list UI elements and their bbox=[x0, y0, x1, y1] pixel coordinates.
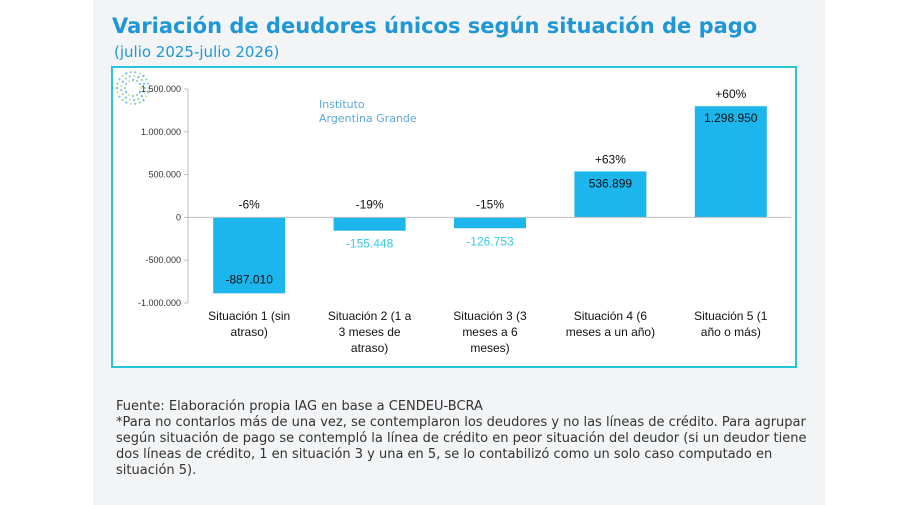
logo-dot bbox=[121, 74, 124, 78]
logo-dot bbox=[127, 93, 131, 97]
logo-dot bbox=[120, 89, 123, 92]
logo-dot bbox=[116, 82, 119, 85]
logo-line-2: Argentina Grande bbox=[319, 112, 417, 125]
logo-dot bbox=[135, 93, 139, 97]
logo-dot bbox=[137, 76, 140, 79]
logo-dot bbox=[142, 74, 145, 78]
y-tick-label: -500.000 bbox=[145, 255, 181, 265]
logo-dot bbox=[124, 90, 128, 94]
pct-label: -19% bbox=[356, 197, 384, 211]
category-label: Situación 3 (3 bbox=[453, 309, 527, 323]
bar bbox=[574, 171, 647, 218]
methodology-note: *Para no contarlos más de una vez, se co… bbox=[116, 415, 807, 478]
logo-dot bbox=[134, 102, 137, 105]
logo-dot bbox=[142, 98, 145, 102]
category-label: meses a 6 bbox=[462, 325, 518, 339]
value-label: 536.899 bbox=[589, 176, 633, 190]
logo-dot bbox=[124, 77, 127, 80]
logo-dot bbox=[138, 82, 142, 86]
logo-dot bbox=[129, 71, 132, 74]
chart-subtitle: (julio 2025-julio 2026) bbox=[114, 43, 280, 61]
institute-logo-icon bbox=[115, 71, 151, 105]
pct-label: +63% bbox=[595, 152, 626, 166]
bar bbox=[694, 106, 767, 218]
logo-dot bbox=[138, 101, 141, 104]
category-label: 3 meses de bbox=[339, 325, 401, 339]
logo-dot bbox=[116, 91, 119, 94]
category-label: Situación 1 (sin bbox=[208, 309, 290, 323]
logo-dot bbox=[128, 98, 131, 101]
logo-dot bbox=[125, 72, 128, 75]
logo-dot bbox=[138, 90, 142, 94]
logo-dot bbox=[118, 95, 121, 98]
logo-dot bbox=[129, 102, 132, 105]
category-label: Situación 4 (6 bbox=[574, 309, 648, 323]
value-label: -126.753 bbox=[466, 234, 514, 248]
logo-dot bbox=[121, 98, 124, 102]
logo-dot bbox=[143, 86, 147, 90]
y-tick-label: 1.000.000 bbox=[141, 127, 181, 137]
institute-logo-text: Instituto Argentina Grande bbox=[319, 98, 417, 126]
logo-dot bbox=[140, 78, 143, 82]
logo-dot bbox=[137, 97, 140, 100]
bar bbox=[333, 217, 406, 231]
category-label: Situación 2 (1 a bbox=[328, 309, 412, 323]
logo-dot bbox=[121, 93, 124, 96]
pct-label: -15% bbox=[476, 197, 504, 211]
logo-dot bbox=[128, 75, 131, 78]
footer-notes: Fuente: Elaboración propia IAG en base a… bbox=[116, 399, 816, 479]
logo-dot bbox=[139, 86, 143, 90]
category-label: Situación 5 (1 bbox=[694, 309, 768, 323]
chart-title: Variación de deudores únicos según situa… bbox=[112, 14, 758, 38]
logo-dot bbox=[143, 82, 146, 85]
category-label: atraso) bbox=[231, 325, 268, 339]
logo-dot bbox=[127, 79, 131, 83]
logo-line-1: Instituto bbox=[319, 98, 365, 111]
y-tick-label: 500.000 bbox=[148, 170, 181, 180]
y-tick-label: 1.500.000 bbox=[141, 84, 181, 94]
logo-dot bbox=[143, 91, 146, 94]
pct-label: +60% bbox=[715, 87, 746, 101]
logo-dot bbox=[138, 72, 141, 75]
category-label: meses a un año) bbox=[566, 325, 655, 339]
category-label: meses) bbox=[470, 341, 509, 355]
chart-frame: Instituto Argentina Grande 1.500.000 1.00… bbox=[111, 66, 797, 368]
logo-dot bbox=[124, 96, 127, 99]
category-label: atraso) bbox=[351, 341, 388, 355]
source-note: Fuente: Elaboración propia IAG en base a… bbox=[116, 399, 483, 414]
logo-dot bbox=[135, 79, 139, 83]
logo-dot bbox=[121, 80, 124, 83]
logo-dot bbox=[145, 78, 148, 81]
y-tick-label: -1.000.000 bbox=[138, 298, 181, 308]
logo-dot bbox=[120, 84, 123, 87]
y-tick-label: 0 bbox=[176, 212, 181, 222]
category-label: año o más) bbox=[701, 325, 761, 339]
bar-chart: 1.500.000 1.000.000 500.000 0 -500.000 -1.000… bbox=[138, 84, 791, 355]
logo-dot bbox=[133, 98, 136, 102]
value-label: -887.010 bbox=[226, 272, 274, 286]
logo-dot bbox=[125, 101, 128, 104]
value-label: 1.298.950 bbox=[704, 111, 758, 125]
pct-label: -6% bbox=[239, 197, 261, 211]
logo-dot bbox=[115, 86, 119, 90]
bar bbox=[454, 217, 526, 229]
logo-dot bbox=[134, 71, 137, 74]
value-label: -155.448 bbox=[346, 237, 394, 251]
logo-dot bbox=[133, 74, 136, 78]
logo-dot bbox=[131, 78, 135, 82]
logo-dot bbox=[124, 82, 128, 86]
logo-dot bbox=[147, 91, 150, 94]
logo-dot bbox=[147, 82, 150, 85]
logo-dot bbox=[140, 94, 143, 98]
logo-dot bbox=[131, 94, 135, 98]
logo-dot bbox=[145, 95, 148, 98]
logo-dot bbox=[118, 78, 121, 81]
logo-dot bbox=[123, 86, 127, 90]
logo-dot bbox=[147, 86, 151, 90]
bar bbox=[213, 217, 286, 294]
